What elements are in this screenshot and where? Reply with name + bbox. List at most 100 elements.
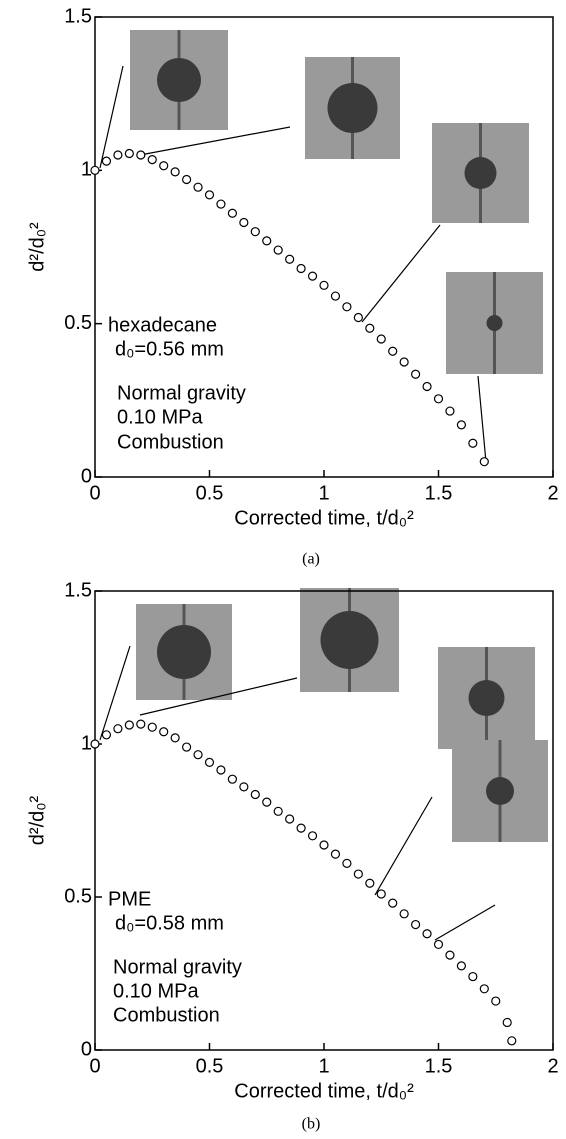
data-point bbox=[319, 840, 329, 850]
data-point bbox=[113, 150, 123, 160]
data-point bbox=[307, 271, 318, 281]
x-axis-label: Corrected time, t/d₀² bbox=[234, 1080, 414, 1102]
data-point bbox=[182, 742, 192, 752]
data-point bbox=[376, 334, 386, 344]
data-point bbox=[101, 730, 112, 740]
data-point bbox=[262, 797, 272, 807]
droplet-photo bbox=[136, 604, 232, 700]
data-point bbox=[399, 909, 409, 919]
data-point bbox=[124, 148, 134, 159]
data-point bbox=[101, 156, 112, 166]
annotation: 0.10 MPa bbox=[113, 980, 199, 1002]
leader-line bbox=[139, 677, 298, 716]
data-point bbox=[273, 806, 283, 816]
data-point bbox=[353, 312, 363, 323]
data-point bbox=[411, 369, 421, 379]
panel-caption: (b) bbox=[302, 1116, 321, 1133]
y-tick-label: 0 bbox=[81, 465, 92, 487]
data-point bbox=[250, 227, 260, 237]
droplet-photo bbox=[432, 123, 529, 223]
droplet-photo bbox=[300, 588, 399, 692]
y-tick-label: 0.5 bbox=[64, 312, 92, 334]
data-point bbox=[147, 155, 157, 165]
droplet bbox=[320, 611, 379, 669]
data-point bbox=[170, 733, 180, 743]
leader-line bbox=[477, 375, 487, 463]
data-point bbox=[399, 357, 409, 367]
y-tick-label: 1 bbox=[81, 732, 92, 754]
data-point bbox=[342, 858, 352, 868]
data-point bbox=[296, 823, 306, 833]
data-point bbox=[136, 150, 146, 160]
data-point bbox=[285, 254, 295, 264]
x-tick-label: 0.5 bbox=[196, 1055, 224, 1077]
data-point bbox=[90, 739, 100, 749]
y-tick-label: 0.5 bbox=[64, 885, 92, 907]
annotation: PME bbox=[108, 888, 151, 910]
droplet-photo bbox=[305, 57, 400, 159]
x-tick-label: 2 bbox=[547, 1055, 558, 1077]
droplet-photo bbox=[438, 647, 535, 749]
data-point bbox=[204, 190, 215, 200]
x-tick-label: 1.5 bbox=[425, 1055, 453, 1077]
annotation: 0.10 MPa bbox=[117, 406, 203, 428]
data-point bbox=[216, 765, 226, 775]
data-point bbox=[239, 217, 249, 228]
data-point bbox=[491, 996, 501, 1006]
annotation: d₀=0.58 mm bbox=[115, 912, 224, 934]
droplet bbox=[486, 315, 503, 331]
data-point bbox=[433, 939, 444, 950]
x-tick-label: 1.5 bbox=[425, 482, 453, 504]
annotation: Combustion bbox=[117, 431, 224, 453]
data-point bbox=[136, 719, 146, 729]
data-point bbox=[342, 302, 352, 312]
data-point bbox=[502, 1017, 512, 1028]
data-point bbox=[445, 406, 455, 416]
data-point bbox=[204, 757, 215, 767]
data-point bbox=[182, 174, 192, 185]
y-tick-label: 1.5 bbox=[64, 579, 92, 601]
data-point bbox=[456, 420, 466, 430]
leader-line bbox=[99, 65, 124, 169]
droplet bbox=[327, 83, 378, 133]
data-point bbox=[365, 323, 375, 333]
annotation: Normal gravity bbox=[117, 382, 246, 404]
data-point bbox=[479, 457, 489, 467]
y-axis-label: d²/d₀² bbox=[26, 222, 48, 272]
data-point bbox=[307, 831, 318, 841]
data-point bbox=[170, 167, 180, 177]
data-point bbox=[250, 789, 260, 800]
x-tick-label: 0 bbox=[89, 482, 100, 504]
data-point bbox=[159, 161, 169, 171]
data-point bbox=[388, 346, 398, 356]
data-point bbox=[388, 898, 398, 908]
data-point bbox=[468, 971, 478, 982]
x-tick-label: 1 bbox=[318, 482, 329, 504]
data-point bbox=[216, 199, 226, 209]
annotation: hexadecane bbox=[108, 314, 217, 336]
y-tick-label: 1.5 bbox=[64, 5, 92, 27]
panel-caption: (a) bbox=[302, 551, 320, 568]
data-point bbox=[445, 950, 455, 960]
droplet bbox=[468, 680, 505, 716]
data-point bbox=[330, 849, 341, 859]
data-point bbox=[262, 236, 272, 246]
x-tick-label: 0 bbox=[89, 1055, 100, 1077]
annotation: d₀=0.56 mm bbox=[115, 338, 224, 360]
data-point bbox=[422, 381, 432, 392]
data-point bbox=[227, 774, 237, 784]
droplet-photo bbox=[446, 272, 543, 374]
leader-line bbox=[99, 645, 131, 741]
droplet bbox=[157, 58, 201, 102]
data-point bbox=[330, 291, 341, 301]
leader-line bbox=[434, 904, 496, 941]
data-point bbox=[296, 263, 306, 274]
data-point bbox=[227, 208, 237, 218]
leader-line bbox=[374, 796, 433, 896]
data-point bbox=[193, 750, 203, 760]
droplet bbox=[157, 625, 211, 679]
data-point bbox=[113, 724, 123, 734]
annotation: Combustion bbox=[113, 1004, 220, 1026]
data-point bbox=[273, 245, 283, 255]
leader-line bbox=[139, 126, 291, 156]
